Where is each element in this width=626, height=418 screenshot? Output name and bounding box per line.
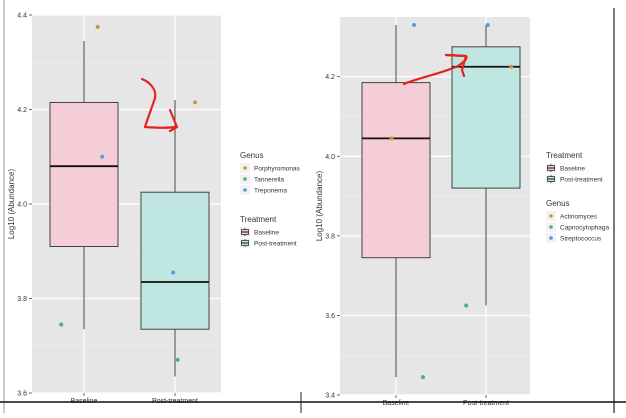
x-tick-label: Post-treatment [463,400,509,407]
arrow-head [445,53,468,78]
y-tick-label: 3.8 [325,233,335,240]
legend-title: Genus [546,199,570,208]
point-streptococcus [485,22,490,27]
y-tick-label: 3.6 [17,391,27,398]
legend-treatment: Treatment Baseline Post-treatment [240,215,297,248]
legend-label: Post-treatment [254,241,297,248]
y-tick-label: 4.2 [17,107,27,114]
y-axis-label: Log10 (Abundance) [315,171,324,242]
y-tick-label: 4.4 [17,13,27,20]
legend-label: Capnocytophaga [560,225,610,232]
y-tick-label: 4.2 [325,74,335,81]
arrow-shaft [140,77,178,129]
legend-point-swatch [549,236,553,240]
legend-label: Treponema [254,188,287,195]
box-body [361,82,431,259]
point-porphyromonas [193,100,198,105]
point-tannerella [175,357,180,362]
legend-point-swatch [243,166,247,170]
box-baseline [361,24,431,378]
legend-point-swatch [549,214,553,218]
legend-label: Actinomyces [560,214,598,221]
annotation-arrow-2 [402,53,468,86]
box-body [49,101,119,247]
box-baseline [49,40,119,330]
point-treponema [171,270,176,275]
point-capnocytophaga [421,375,425,380]
legend-point-swatch [243,188,247,192]
point-actinomyces [509,64,514,69]
point-capnocytophaga [464,303,469,308]
panel-1: 3.6 3.8 4.0 4.2 4.4 Baseline Post-treatment Log… [7,13,301,406]
legend-label: Post-treatment [560,177,603,184]
box-post-treatment [140,100,210,377]
legend-treatment: Treatment Baseline Post-treatment [546,151,603,184]
legend-title: Treatment [240,215,277,224]
y-tick-label: 3.4 [325,393,335,400]
legend-point-swatch [243,177,247,181]
box-post-treatment [451,24,521,306]
y-tick-label: 4.0 [17,202,27,209]
point-streptococcus [412,22,416,27]
point-treponema [100,154,105,159]
point-actinomyces [389,136,394,141]
legend-title: Treatment [546,151,583,160]
legend-label: Streptococcus [560,236,602,243]
legend-label: Porphyromonas [254,166,301,173]
annotation-arrow-1 [140,77,179,133]
panel-2: 3.4 3.6 3.8 4.0 4.2 Baseline Post-treatment Log… [315,17,610,407]
arrow-head [168,108,179,133]
legend-point-swatch [549,225,553,229]
y-tick-label: 3.8 [17,296,27,303]
y-tick-label: 3.6 [325,313,335,320]
y-axis-label: Log10 (Abundance) [7,169,16,240]
box-body [451,46,521,189]
legend-label: Baseline [254,230,279,237]
box-body [140,191,210,330]
legend-genus: Genus Actinomyces Capnocytophaga Streptococ… [546,199,610,243]
legend-genus: Genus Porphyromonas Tannerella Treponema [240,151,301,195]
legend-label: Tannerella [254,177,284,184]
point-porphyromonas [95,24,100,29]
point-tannerella [59,322,64,327]
legend-title: Genus [240,151,264,160]
x-tick-label: Baseline [383,400,410,407]
y-tick-label: 4.0 [325,154,335,161]
legend-label: Baseline [560,166,585,173]
